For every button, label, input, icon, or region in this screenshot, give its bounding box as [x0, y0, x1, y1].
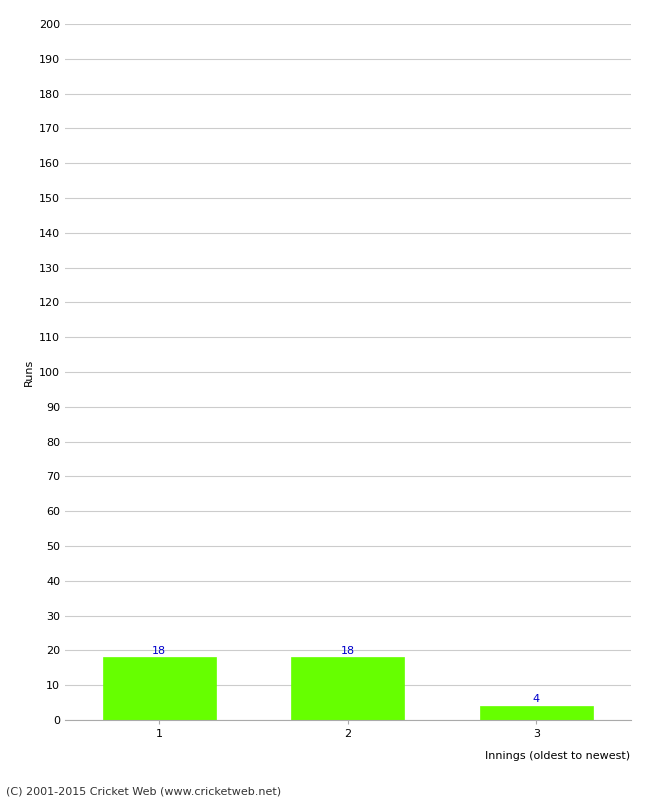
Text: 4: 4	[533, 694, 540, 704]
Text: 18: 18	[152, 646, 166, 656]
Text: (C) 2001-2015 Cricket Web (www.cricketweb.net): (C) 2001-2015 Cricket Web (www.cricketwe…	[6, 786, 281, 796]
Bar	[103, 658, 216, 720]
Bar	[291, 658, 404, 720]
Text: Innings (oldest to newest): Innings (oldest to newest)	[486, 751, 630, 762]
Bar	[480, 706, 593, 720]
Text: 18: 18	[341, 646, 355, 656]
Y-axis label: Runs: Runs	[23, 358, 33, 386]
